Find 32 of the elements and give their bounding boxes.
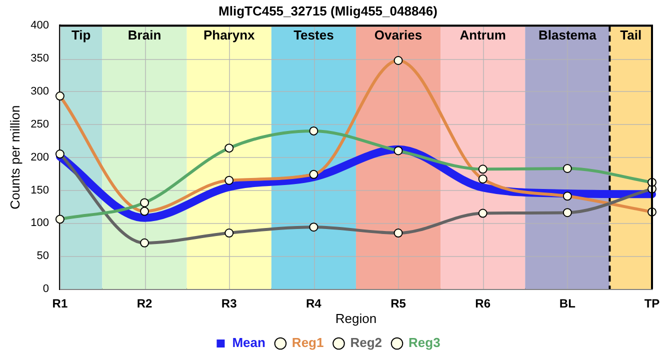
- y-tick-label: 400: [30, 20, 49, 32]
- y-tick-label: 0: [42, 283, 49, 296]
- y-tick-label: 250: [30, 118, 49, 130]
- x-tick-label: R1: [52, 296, 68, 311]
- x-tick-label: R3: [221, 296, 238, 311]
- x-tick-label: R4: [306, 296, 322, 311]
- x-tick-label: BL: [559, 296, 576, 311]
- legend-label: Reg2: [350, 335, 382, 350]
- legend-label: Reg1: [292, 335, 324, 350]
- x-tick-label: R5: [390, 296, 406, 311]
- legend-label: Mean: [232, 335, 266, 350]
- y-tick-label: 200: [30, 151, 49, 164]
- band-label: Antrum: [460, 28, 506, 43]
- chart-title: MligTC455_32715 (Mlig455_048846): [218, 3, 438, 18]
- band-label: Blastema: [538, 28, 598, 43]
- x-axis-title: Region: [335, 310, 377, 326]
- legend-label: Reg3: [408, 335, 440, 350]
- y-tick-label: 300: [30, 85, 49, 98]
- y-tick-label: 150: [30, 184, 49, 196]
- x-tick-label: TP: [644, 296, 660, 311]
- y-axis-title: Counts per million: [7, 105, 22, 210]
- band-label: Pharynx: [203, 28, 256, 43]
- x-tick-label: R6: [475, 296, 491, 311]
- band-label: Tail: [620, 28, 642, 43]
- y-tick-label: 50: [36, 250, 49, 262]
- band-label: Brain: [128, 28, 162, 43]
- y-tick-label: 350: [30, 52, 49, 65]
- band-label: Ovaries: [374, 28, 422, 43]
- y-tick-label: 100: [30, 217, 49, 230]
- band-label: Testes: [294, 28, 334, 43]
- x-tick-label: R2: [136, 296, 153, 311]
- band-label: Tip: [71, 28, 91, 43]
